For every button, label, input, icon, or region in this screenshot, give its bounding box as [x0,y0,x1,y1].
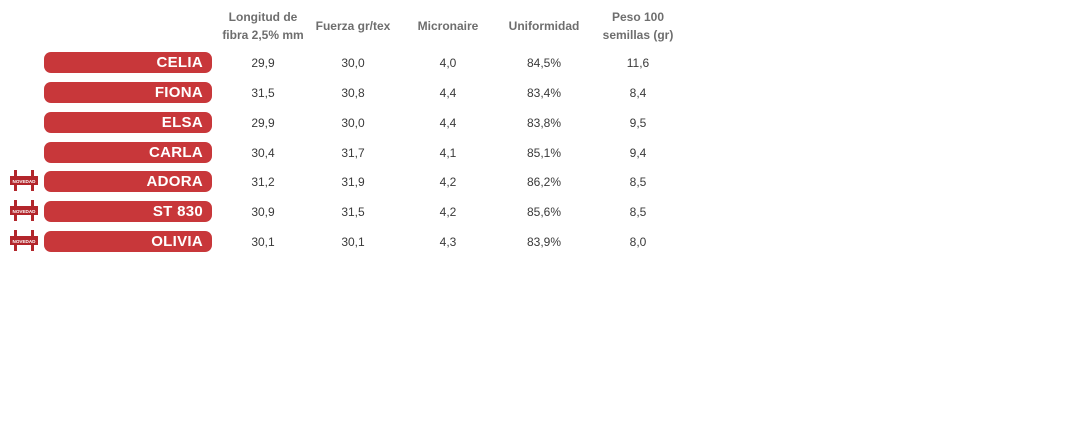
fiber-length-value: 30,9 [251,205,275,219]
variety-name-pill: CELIA [44,52,212,73]
table-row: FIONA 31,5 30,8 4,4 83,4% 8,4 [0,81,700,103]
micronaire-value: 4,1 [439,146,457,160]
column-header-fiber-length: Longitud de fibra 2,5% mm [222,10,304,42]
uniformity-value: 86,2% [526,175,562,189]
seed-weight-value: 9,5 [629,116,647,130]
strength-value: 30,0 [341,56,365,70]
uniformity-value: 85,1% [526,146,562,160]
seed-weight-value: 8,4 [629,86,647,100]
strength-value: 31,9 [341,175,365,189]
uniformity-value: 83,4% [526,86,562,100]
variety-name-pill: OLIVIA [44,231,212,252]
strength-value: 31,5 [341,205,365,219]
table-row: NOVEDAD ADORA 31,2 31,9 4,2 86,2% 8,5 [0,170,700,192]
table-row: NOVEDAD ST 830 30,9 31,5 4,2 85,6% 8,5 [0,200,700,222]
strength-value: 30,1 [341,235,365,249]
table-row: CARLA 30,4 31,7 4,1 85,1% 9,4 [0,141,700,163]
novedad-badge-label: NOVEDAD [13,179,37,184]
variety-name-pill: ADORA [44,171,212,192]
variety-name-pill: FIONA [44,82,212,103]
novedad-badge-icon: NOVEDAD [10,170,38,191]
fiber-length-value: 31,2 [251,175,275,189]
strength-value: 31,7 [341,146,365,160]
column-header-strength: Fuerza gr/tex [315,19,391,33]
fiber-length-value: 29,9 [251,56,275,70]
table-row: CELIA 29,9 30,0 4,0 84,5% 11,6 [0,51,700,73]
novedad-badge-label: NOVEDAD [13,239,37,244]
table-row: NOVEDAD OLIVIA 30,1 30,1 4,3 83,9% 8,0 [0,230,700,252]
fiber-length-value: 30,4 [251,146,275,160]
micronaire-value: 4,4 [439,116,457,130]
fiber-length-value: 31,5 [251,86,275,100]
seed-weight-value: 9,4 [629,146,647,160]
variety-name-pill: ST 830 [44,201,212,222]
novedad-badge-icon: NOVEDAD [10,200,38,221]
fiber-length-value: 30,1 [251,235,275,249]
seed-weight-value: 8,5 [629,175,647,189]
table-header: Longitud de fibra 2,5% mm Fuerza gr/tex … [0,6,700,46]
strength-value: 30,0 [341,116,365,130]
seed-weight-value: 8,5 [629,205,647,219]
strength-value: 30,8 [341,86,365,100]
seed-weight-value: 8,0 [629,235,647,249]
micronaire-value: 4,0 [439,56,457,70]
uniformity-value: 83,8% [526,116,562,130]
micronaire-value: 4,4 [439,86,457,100]
novedad-badge-icon: NOVEDAD [10,230,38,251]
micronaire-value: 4,2 [439,205,457,219]
column-header-seed-weight: Peso 100 semillas (gr) [602,10,674,42]
micronaire-value: 4,3 [439,235,457,249]
table-row: ELSA 29,9 30,0 4,4 83,8% 9,5 [0,111,700,133]
column-header-uniformity: Uniformidad [508,19,580,33]
column-header-micronaire: Micronaire [417,19,479,33]
novedad-badge-label: NOVEDAD [13,209,37,214]
uniformity-value: 85,6% [526,205,562,219]
uniformity-value: 84,5% [526,56,562,70]
variety-name-pill: ELSA [44,112,212,133]
variety-name-pill: CARLA [44,142,212,163]
fiber-length-value: 29,9 [251,116,275,130]
seed-weight-value: 11,6 [626,56,650,70]
micronaire-value: 4,2 [439,175,457,189]
uniformity-value: 83,9% [526,235,562,249]
